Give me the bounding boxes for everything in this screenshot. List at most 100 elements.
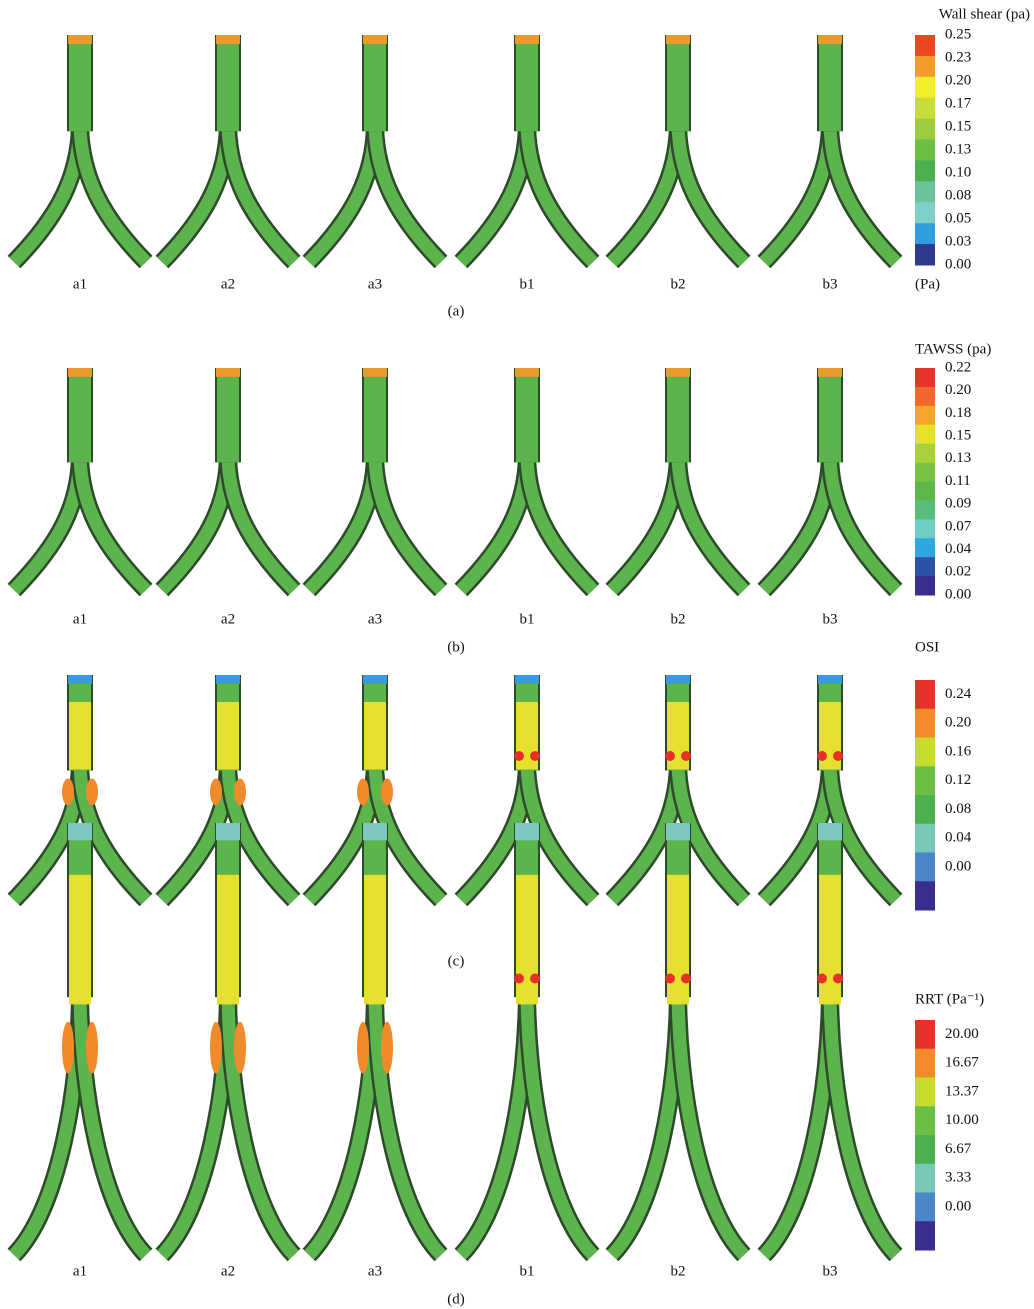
vessel-cap <box>515 35 539 45</box>
colorbar-tick-label: 3.33 <box>945 1170 971 1186</box>
colorbar-swatch <box>915 223 935 245</box>
vessel-cap <box>515 675 539 684</box>
colorbar-tick-label: 6.67 <box>945 1141 972 1157</box>
colorbar-swatch <box>915 55 935 78</box>
vessel-cap <box>68 35 92 45</box>
colorbar-swatch <box>915 1221 935 1251</box>
colorbar-tick-label: 0.20 <box>945 382 971 398</box>
colorbar-swatch <box>915 1163 935 1193</box>
colorbar-tick-label: 0.17 <box>945 95 972 111</box>
hotspot <box>357 1021 369 1074</box>
colorbar-swatch <box>915 1192 935 1222</box>
colorbar-swatch <box>915 1077 935 1107</box>
colorbar-swatch <box>915 766 935 796</box>
colorbar-tick-label: 0.20 <box>945 715 971 731</box>
colorbar-tick-label: 0.24 <box>945 686 972 702</box>
vessel-branch <box>368 987 446 1260</box>
hotspot <box>681 751 691 761</box>
vessel-cap <box>216 823 240 841</box>
colorbar-swatch <box>915 244 935 266</box>
colorbar-swatch <box>915 1048 935 1078</box>
vessel-cap <box>818 675 842 684</box>
colorbar-swatch <box>915 76 935 99</box>
vessel-cap <box>363 368 387 377</box>
legend-unit: (Pa) <box>915 276 940 292</box>
panel-label: (a) <box>448 303 465 319</box>
hotspot <box>210 1021 222 1074</box>
case-label: a3 <box>368 1263 382 1279</box>
colorbar-swatch <box>915 557 935 577</box>
vessel-cap <box>515 823 539 841</box>
vessel-cap <box>68 368 92 377</box>
hotspot <box>357 778 369 806</box>
vessel-branch <box>520 987 598 1260</box>
vessel-branch <box>520 121 598 267</box>
vessel-cap <box>216 368 240 377</box>
colorbar-swatch <box>915 881 935 911</box>
case-label: a2 <box>221 1263 235 1279</box>
trunk-region <box>364 874 386 1005</box>
panel-label: (b) <box>447 639 465 655</box>
vessel-branch <box>671 987 749 1260</box>
legend-title: TAWSS (pa) <box>915 341 991 357</box>
vessel-trunk <box>667 35 689 132</box>
colorbar-swatch <box>915 118 935 141</box>
colorbar-swatch <box>915 386 935 407</box>
colorbar-tick-label: 0.15 <box>945 118 971 134</box>
vessel-trunk <box>819 35 841 132</box>
vessel-cap <box>666 35 690 45</box>
colorbar-tick-label: 0.00 <box>945 256 971 272</box>
vessel-cap <box>68 823 92 841</box>
colorbar-swatch <box>915 181 935 203</box>
vessel-trunk <box>217 35 239 132</box>
case-label: a1 <box>73 611 87 627</box>
colorbar-tick-label: 0.04 <box>945 830 972 846</box>
vessel-branch <box>368 121 446 267</box>
colorbar-tick-label: 0.16 <box>945 743 972 759</box>
colorbar-swatch <box>915 795 935 825</box>
colorbar-swatch <box>915 500 935 520</box>
trunk-region <box>217 874 239 1005</box>
colorbar-tick-label: 16.67 <box>945 1055 979 1071</box>
hotspot <box>833 751 843 761</box>
vessel-branch <box>221 760 299 905</box>
colorbar-swatch <box>915 680 935 710</box>
hotspot <box>210 778 222 806</box>
vessel-branch <box>671 452 749 595</box>
vessel-branch <box>823 121 901 267</box>
colorbar-swatch <box>915 519 935 539</box>
hotspot <box>681 973 691 984</box>
vessel-branch <box>671 760 749 905</box>
colorbar-tick-label: 0.05 <box>945 210 971 226</box>
colorbar-tick-label: 0.00 <box>945 586 971 602</box>
colorbar-tick-label: 0.12 <box>945 772 971 788</box>
hotspot <box>86 1021 98 1074</box>
panel-label: (d) <box>447 1291 465 1307</box>
colorbar-tick-label: 0.02 <box>945 564 971 580</box>
case-label: a1 <box>73 1263 87 1279</box>
trunk-region <box>516 874 538 1005</box>
colorbar-swatch <box>915 35 935 57</box>
vessel-branch <box>73 452 151 595</box>
vessel-cap <box>666 823 690 841</box>
vessel-trunk <box>819 368 841 463</box>
colorbar-tick-label: 13.37 <box>945 1083 979 1099</box>
hotspot <box>514 973 524 984</box>
hotspot <box>381 1021 393 1074</box>
case-label: a2 <box>221 611 235 627</box>
vessel-branch <box>221 121 299 267</box>
trunk-region <box>819 874 841 1005</box>
colorbar-swatch <box>915 538 935 558</box>
trunk-region <box>217 702 239 770</box>
colorbar-swatch <box>915 823 935 853</box>
hotspot <box>833 973 843 984</box>
trunk-region <box>69 702 91 770</box>
vessel-trunk <box>69 368 91 463</box>
hotspot <box>514 751 524 761</box>
hotspot <box>62 1021 74 1074</box>
vessel-trunk <box>364 368 386 463</box>
colorbar-swatch <box>915 443 935 464</box>
vessel-trunk <box>364 35 386 132</box>
colorbar-swatch <box>915 462 935 482</box>
